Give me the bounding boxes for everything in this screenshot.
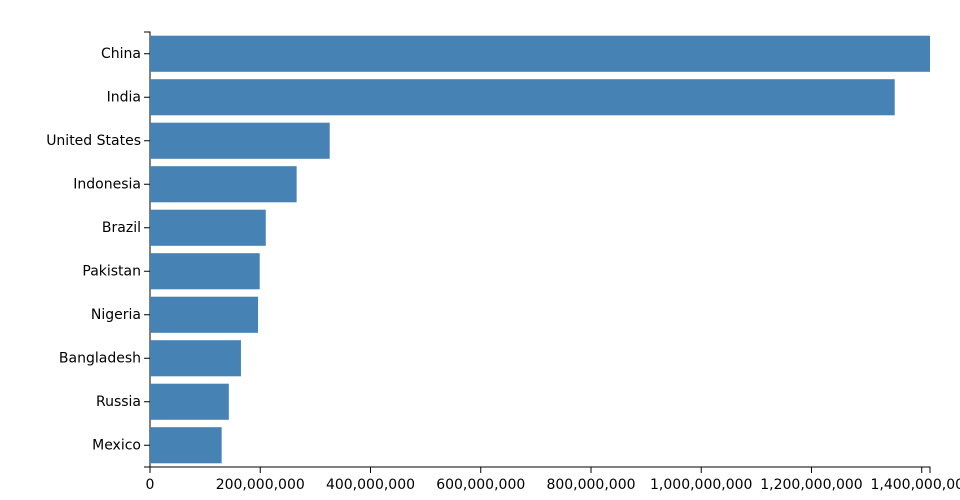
bar bbox=[150, 79, 895, 116]
y-tick-label: Mexico bbox=[92, 437, 141, 453]
y-tick-label: Bangladesh bbox=[59, 350, 141, 366]
y-tick-label: Russia bbox=[96, 394, 141, 410]
x-tick-label: 600,000,000 bbox=[436, 477, 525, 493]
bar bbox=[150, 166, 297, 203]
bar bbox=[150, 383, 229, 420]
y-tick-label: India bbox=[107, 89, 141, 105]
x-tick-label: 0 bbox=[146, 477, 155, 493]
bar bbox=[150, 340, 241, 377]
y-tick-label: Brazil bbox=[102, 220, 141, 236]
y-tick-label: Nigeria bbox=[91, 307, 141, 323]
x-tick-label: 1,000,000,000 bbox=[650, 477, 752, 493]
bar bbox=[150, 35, 930, 72]
y-tick-label: United States bbox=[46, 133, 141, 149]
y-tick-label: China bbox=[101, 46, 141, 62]
y-tick-label: Indonesia bbox=[73, 176, 141, 192]
x-tick-label: 400,000,000 bbox=[326, 477, 415, 493]
x-tick-label: 200,000,000 bbox=[216, 477, 305, 493]
x-tick-label: 1,400,000,000 bbox=[871, 477, 960, 493]
x-axis-line bbox=[149, 466, 931, 473]
y-axis-line bbox=[144, 31, 151, 468]
x-tick-label: 800,000,000 bbox=[546, 477, 635, 493]
bar bbox=[150, 122, 330, 159]
x-tick-label: 1,200,000,000 bbox=[760, 477, 862, 493]
bar bbox=[150, 427, 222, 464]
bar bbox=[150, 253, 260, 290]
bar bbox=[150, 296, 259, 333]
bar bbox=[150, 209, 266, 246]
y-tick-label: Pakistan bbox=[82, 263, 141, 279]
